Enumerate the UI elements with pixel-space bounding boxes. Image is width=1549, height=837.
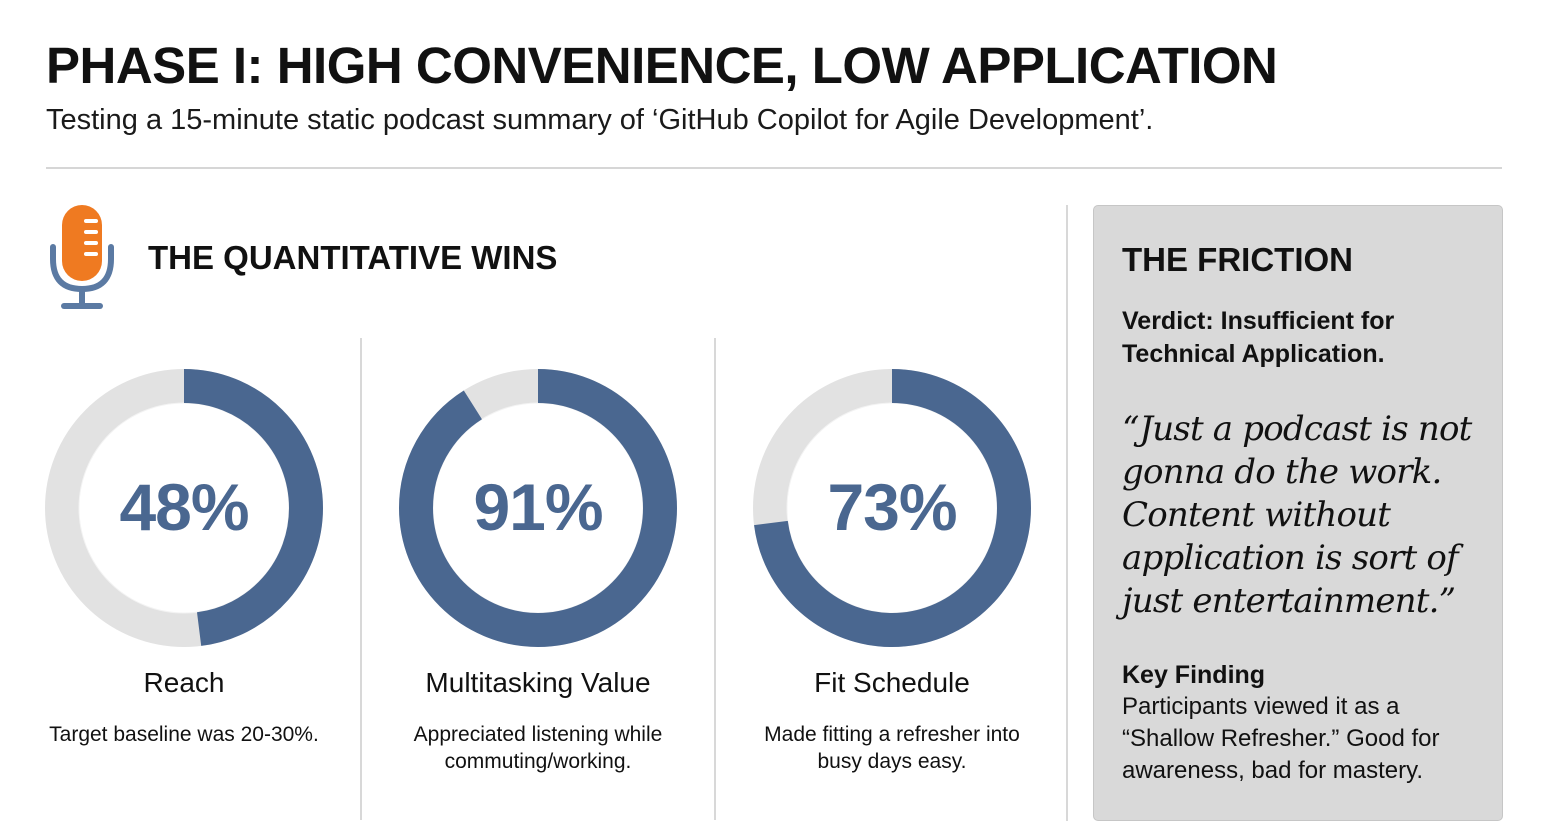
fit-schedule-value: 73% — [827, 470, 957, 544]
column-divider — [1066, 205, 1068, 821]
fit-schedule-label: Fit Schedule — [814, 667, 970, 698]
reach-label: Reach — [143, 667, 225, 698]
multitasking-ring — [399, 369, 677, 647]
reach-description: Target baseline was 20-30%. — [49, 723, 319, 746]
page-subtitle: Testing a 15-minute static podcast summa… — [46, 104, 1154, 136]
friction-title: THE FRICTION — [1122, 241, 1353, 278]
friction-panel: THE FRICTION Verdict: Insufficient for T… — [1093, 205, 1503, 821]
key-finding-title: Key Finding — [1122, 661, 1266, 689]
column-divider — [714, 338, 716, 820]
fit-schedule-ring — [753, 369, 1031, 647]
page-title: PHASE I: HIGH CONVENIENCE, LOW APPLICATI… — [46, 37, 1278, 94]
participant-quote: “Just a podcast is not gonna do the work… — [1122, 409, 1472, 621]
reach-value: 48% — [119, 470, 249, 544]
multitasking-label: Multitasking Value — [425, 667, 651, 698]
column-divider — [360, 338, 362, 820]
header-divider — [46, 167, 1502, 169]
multitasking-ring-arc — [399, 369, 677, 647]
fit-schedule-ring-arc — [753, 369, 1031, 647]
microphone-icon — [50, 205, 114, 309]
multitasking-description: Appreciated listening while commuting/wo… — [413, 723, 663, 773]
multitasking-value: 91% — [473, 470, 603, 544]
wins-title: THE QUANTITATIVE WINS — [148, 239, 558, 276]
reach-ring — [45, 369, 323, 647]
reach-ring-arc — [45, 369, 323, 647]
verdict-text: Verdict: Insufficient for Technical Appl… — [1122, 307, 1395, 368]
key-finding-text: Participants viewed it as a “Shallow Ref… — [1122, 693, 1440, 784]
fit-schedule-description: Made fitting a refresher into busy days … — [764, 723, 1020, 773]
